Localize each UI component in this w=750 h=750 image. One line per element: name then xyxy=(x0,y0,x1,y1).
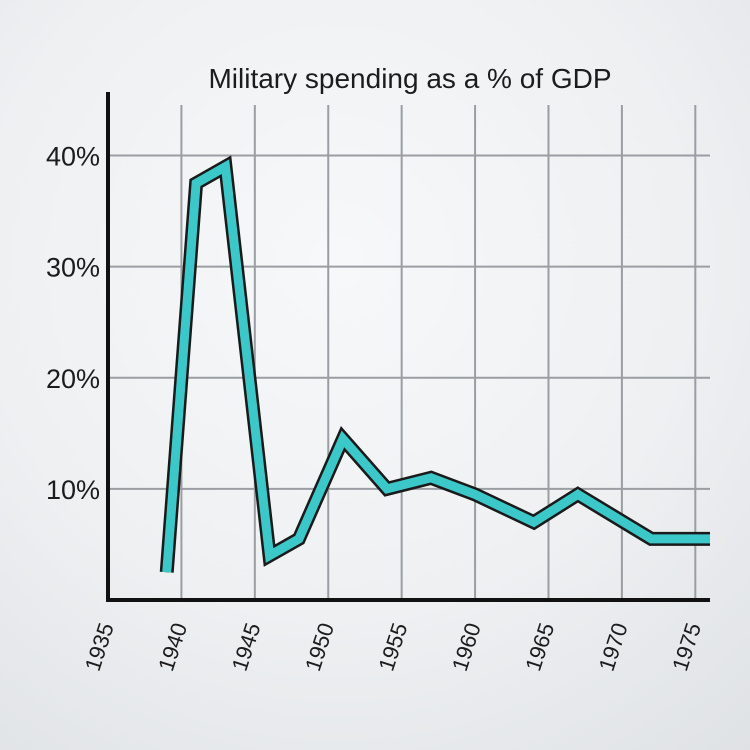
x-tick-label-1950: 1950 xyxy=(300,620,339,674)
x-tick-label-1960: 1960 xyxy=(447,620,486,674)
axes xyxy=(106,92,710,602)
y-tick-label-20: 20% xyxy=(46,364,100,394)
series-line xyxy=(162,159,710,573)
x-tick-label-1945: 1945 xyxy=(227,620,266,674)
x-tick-label-1935: 1935 xyxy=(80,620,119,674)
x-tick-label-1970: 1970 xyxy=(594,620,633,674)
x-tick-label-1940: 1940 xyxy=(153,620,192,674)
x-tick-label-1955: 1955 xyxy=(374,620,413,674)
series-group xyxy=(159,155,710,573)
x-tick-label-1965: 1965 xyxy=(520,620,559,674)
x-tick-labels: 1935 1940 1945 1950 1955 1960 1965 1970 1975 xyxy=(80,620,706,674)
y-tick-labels: 10% 20% 30% 40% xyxy=(46,142,100,505)
y-tick-label-40: 40% xyxy=(46,142,100,172)
y-tick-label-30: 30% xyxy=(46,253,100,283)
chart-title: Military spending as a % of GDP xyxy=(208,63,611,94)
x-tick-label-1975: 1975 xyxy=(667,620,706,674)
y-tick-label-10: 10% xyxy=(46,475,100,505)
